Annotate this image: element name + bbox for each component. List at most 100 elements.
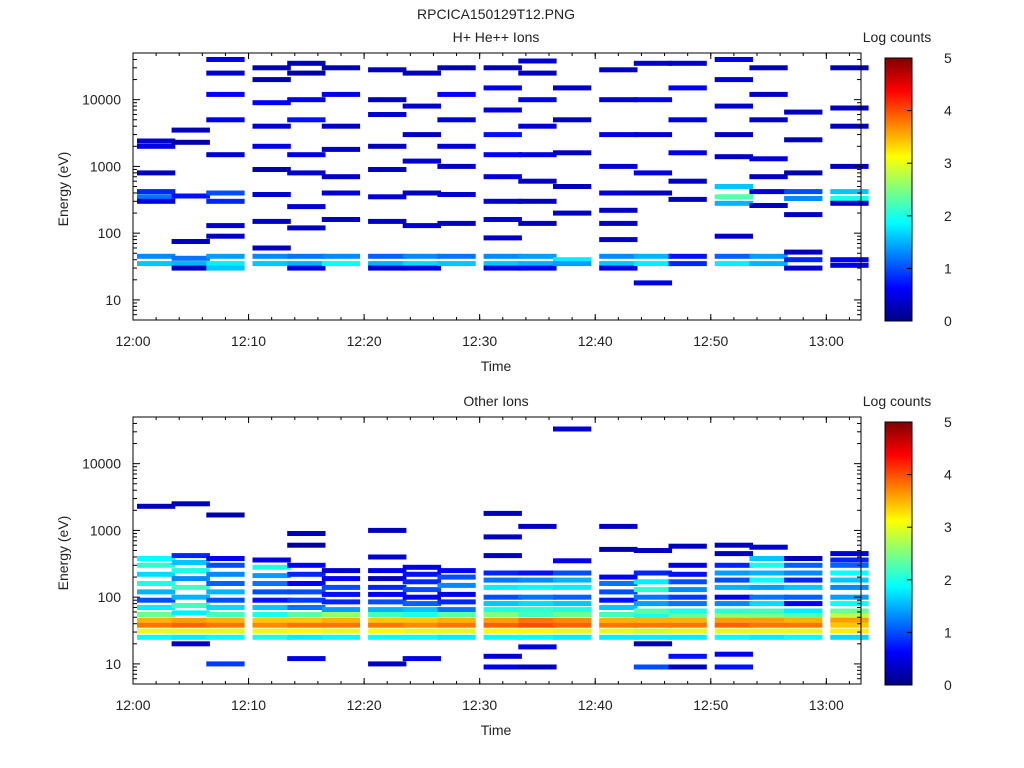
heatmap-cell [599, 237, 638, 243]
heatmap-cell [437, 220, 476, 226]
heatmap-cell [206, 581, 245, 586]
heatmap-cell [599, 546, 638, 552]
x-axis-label: Time [481, 722, 512, 738]
heatmap-cell [171, 603, 210, 608]
heatmap-cell [437, 599, 476, 605]
heatmap-cell [402, 607, 441, 613]
heatmap-cell [830, 562, 869, 568]
heatmap-cell [171, 501, 210, 507]
heatmap-cell [714, 57, 753, 62]
heatmap-cell [287, 531, 326, 536]
heatmap-cell [518, 570, 557, 576]
heatmap-cell [553, 117, 592, 123]
heatmap-cell [368, 612, 407, 617]
heatmap-cell [518, 577, 557, 583]
heatmap-cell [830, 105, 869, 111]
heatmap-cell [483, 601, 522, 607]
heatmap-cell [437, 253, 476, 259]
heatmap-cell [518, 594, 557, 600]
heatmap-cell [483, 594, 522, 600]
heatmap-cell [749, 584, 788, 590]
heatmap-cell [784, 594, 823, 600]
heatmap-cell [518, 523, 557, 529]
heatmap-cell [437, 163, 476, 169]
heatmap-cell [402, 617, 441, 623]
heatmap-cell [749, 253, 788, 259]
heatmap-cell [137, 170, 176, 176]
heatmap-cell [518, 265, 557, 271]
heatmap-cell [518, 617, 557, 623]
heatmap-cell [749, 601, 788, 607]
heatmap-cell [784, 189, 823, 195]
heatmap-cell [137, 253, 176, 259]
heatmap-cell [137, 556, 176, 561]
heatmap-cell [633, 170, 673, 176]
heatmap-cell [206, 152, 245, 158]
heatmap-cell [599, 581, 638, 586]
panel-title: Other Ions [463, 393, 528, 409]
figure-title: RPCICA150129T12.PNG [417, 6, 575, 22]
heatmap-cell [206, 571, 245, 577]
heatmap-cell [784, 613, 823, 619]
heatmap-cell [518, 584, 557, 590]
heatmap-cell [483, 577, 522, 583]
heatmap-cell [483, 174, 522, 180]
heatmap-cell [784, 556, 823, 561]
heatmap-cell [668, 664, 707, 670]
heatmap-cell [714, 542, 753, 548]
x-tick-label: 12:00 [115, 697, 150, 713]
heatmap-cell [633, 664, 673, 670]
heatmap-cell [784, 608, 823, 614]
heatmap-cell [518, 178, 557, 184]
heatmap-cell [483, 152, 522, 158]
heatmap-cell [553, 607, 592, 613]
heatmap-cell [518, 220, 557, 226]
heatmap-cell [437, 117, 476, 123]
heatmap-cell [749, 594, 788, 600]
heatmap-cell [518, 601, 557, 607]
heatmap-cell [252, 143, 291, 149]
heatmap-cell [633, 634, 673, 640]
heatmap-cell [714, 651, 753, 657]
heatmap-cell [437, 612, 476, 617]
heatmap-cell [633, 628, 673, 634]
heatmap-cell [206, 634, 245, 640]
heatmap-cell [553, 601, 592, 607]
heatmap-cell [321, 217, 361, 222]
heatmap-cell [553, 150, 592, 156]
y-tick-label: 1000 [90, 522, 121, 538]
heatmap-cell [553, 184, 592, 189]
heatmap-cell [287, 253, 326, 259]
heatmap-cell [749, 261, 788, 267]
heatmap-cell [830, 577, 869, 583]
heatmap-cell [368, 622, 407, 628]
heatmap-cell [252, 628, 291, 634]
colorbar-tick-label: 3 [944, 519, 952, 535]
panel-h-he-ions: H+ He++ Ions Log counts Time Energy (eV)… [55, 29, 952, 374]
heatmap-cell [714, 664, 753, 670]
heatmap-cell [668, 634, 707, 640]
colorbar-gradient [884, 57, 913, 322]
heatmap-cell [553, 622, 592, 628]
heatmap-cell [599, 265, 638, 271]
heatmap-cell [668, 196, 707, 202]
heatmap-cell [749, 203, 788, 208]
heatmap-cell [830, 594, 869, 600]
heatmap-cell [437, 192, 476, 197]
heatmap-cell [830, 163, 869, 169]
heatmap-cell [599, 589, 638, 595]
heatmap-cell [287, 634, 326, 640]
heatmap-cell [749, 189, 788, 195]
heatmap-cell [714, 103, 753, 109]
heatmap-cell [206, 612, 245, 617]
heatmap-cell [206, 628, 245, 634]
heatmap-cell [668, 653, 707, 659]
colorbar-tick-label: 4 [944, 467, 952, 483]
heatmap-cell [171, 622, 210, 628]
heatmap-cell [599, 622, 638, 628]
heatmap-cell [368, 661, 407, 667]
heatmap-cell [784, 212, 823, 218]
heatmap-cell [321, 174, 361, 180]
heatmap-cell [749, 544, 788, 550]
heatmap-cell [206, 661, 245, 667]
